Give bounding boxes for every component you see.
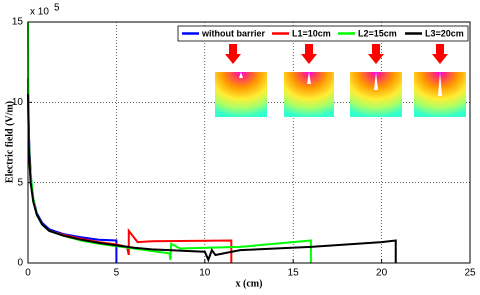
- legend-label: L1=10cm: [292, 28, 331, 38]
- y-tick-label: 10: [12, 97, 24, 108]
- inset: [414, 44, 466, 117]
- series-line: [27, 21, 312, 263]
- insets: [215, 44, 466, 117]
- inset: [284, 44, 334, 117]
- series-line: [27, 86, 233, 263]
- inset: [350, 44, 402, 117]
- legend-label: L2=15cm: [358, 28, 397, 38]
- inset: [215, 44, 267, 117]
- legend-box: without barrier L1=10cm L2=15cm L3=20cm: [177, 25, 469, 42]
- series-line: [27, 94, 397, 263]
- x-tick-label: 0: [25, 268, 31, 279]
- x-tick-label: 5: [114, 268, 120, 279]
- y-scale-base: x 10: [30, 7, 49, 18]
- legend-frame: [177, 25, 469, 42]
- x-tick-label: 20: [376, 268, 388, 279]
- x-tick-label: 10: [199, 268, 211, 279]
- series-line: [27, 78, 118, 263]
- y-axis-label: Electric field (V/m): [4, 101, 15, 183]
- x-tick-label: 25: [464, 268, 476, 279]
- y-tick-label: 5: [17, 177, 23, 188]
- legend-label: without barrier: [201, 28, 266, 38]
- y-tick-label: 15: [12, 17, 24, 28]
- y-scale-exponent: 5: [54, 3, 60, 14]
- x-axis-label: x (cm): [236, 278, 263, 289]
- legend-label: L3=20cm: [425, 28, 464, 38]
- x-tick-label: 15: [288, 268, 300, 279]
- plot-frame: [27, 21, 471, 264]
- y-tick-label: 0: [17, 258, 23, 269]
